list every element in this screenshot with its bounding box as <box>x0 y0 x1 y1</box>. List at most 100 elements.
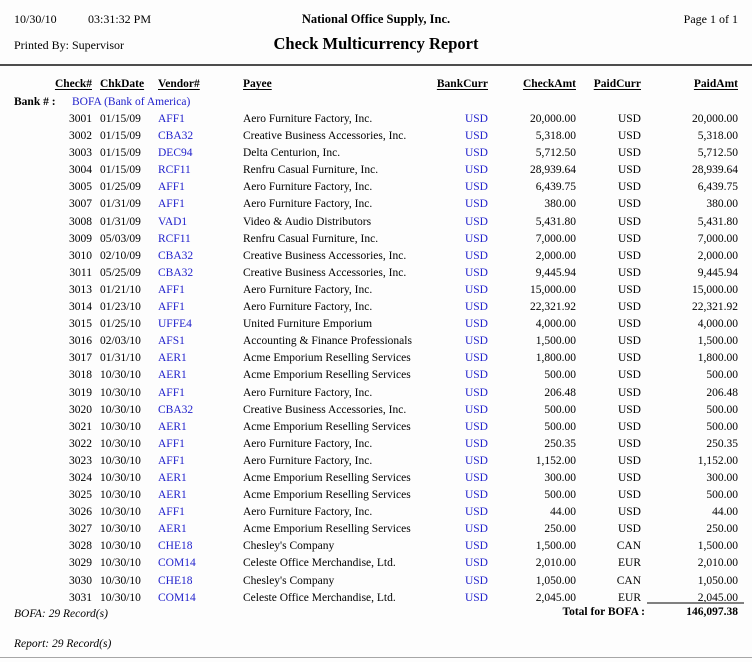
cell-paid-amt: 7,000.00 <box>697 232 738 245</box>
cell-paid-amt: 250.35 <box>706 437 738 450</box>
bank-curr-link[interactable]: USD <box>464 130 488 143</box>
vendor-link[interactable]: CHE18 <box>158 574 193 587</box>
vendor-link[interactable]: CHE18 <box>158 540 193 553</box>
vendor-link[interactable]: VAD1 <box>158 215 188 228</box>
bank-curr-link[interactable]: USD <box>464 403 488 416</box>
cell-check-amt: 2,045.00 <box>535 591 576 604</box>
bank-curr-link[interactable]: USD <box>464 506 488 519</box>
cell-paid-amt: 250.00 <box>706 523 738 536</box>
bank-curr-link[interactable]: USD <box>464 352 488 365</box>
vendor-link[interactable]: AFF1 <box>158 113 185 125</box>
bank-curr-link[interactable]: USD <box>464 181 488 194</box>
vendor-link[interactable]: CBA32 <box>158 403 194 416</box>
cell-payee: Acme Emporium Reselling Services <box>243 489 411 502</box>
bank-curr-link[interactable]: USD <box>464 557 488 570</box>
bank-curr-link[interactable]: USD <box>464 420 488 433</box>
vendor-link[interactable]: COM14 <box>158 557 196 570</box>
vendor-link[interactable]: AFF1 <box>158 198 185 211</box>
bank-curr-link[interactable]: USD <box>464 164 488 177</box>
cell-check-number: 3011 <box>69 266 92 279</box>
bank-curr-link[interactable]: USD <box>464 113 488 125</box>
cell-check-amt: 250.00 <box>544 523 576 536</box>
cell-paid-amt: 2,010.00 <box>697 557 738 570</box>
table-row: 3027 10/30/10 AER1 Acme Emporium Reselli… <box>14 523 738 540</box>
bank-curr-link[interactable]: USD <box>464 489 488 502</box>
bank-curr-link[interactable]: USD <box>464 301 488 314</box>
vendor-link[interactable]: AFF1 <box>158 437 185 450</box>
report-header-row2: Printed By: Supervisor Check Multicurren… <box>14 34 738 56</box>
bank-curr-link[interactable]: USD <box>464 437 488 450</box>
bank-curr-link[interactable]: USD <box>464 523 488 536</box>
bank-curr-link[interactable]: USD <box>464 335 488 348</box>
bank-link[interactable]: BOFA (Bank of America) <box>72 96 191 108</box>
col-header-bankcurr: BankCurr <box>436 78 488 90</box>
vendor-link[interactable]: RCF11 <box>158 164 191 177</box>
cell-paid-curr: USD <box>617 130 641 143</box>
cell-check-number: 3024 <box>69 471 92 484</box>
cell-check-number: 3002 <box>69 130 92 143</box>
table-header-row: Check# ChkDate Vendor# Payee BankCurr Ch… <box>14 78 738 96</box>
vendor-link[interactable]: AER1 <box>158 489 187 502</box>
bank-curr-link[interactable]: USD <box>464 540 488 553</box>
table-row: 3008 01/31/09 VAD1 Video & Audio Distrib… <box>14 216 738 233</box>
cell-check-amt: 15,000.00 <box>530 283 576 296</box>
col-header-chkdate: ChkDate <box>100 78 145 90</box>
cell-vendor: RCF11 <box>152 164 237 176</box>
cell-payee: Acme Emporium Reselling Services <box>243 471 411 484</box>
vendor-link[interactable]: AFF1 <box>158 181 185 194</box>
bank-curr-link[interactable]: USD <box>464 574 488 587</box>
vendor-link[interactable]: AER1 <box>158 369 187 382</box>
vendor-link[interactable]: AER1 <box>158 523 187 536</box>
bank-curr-link[interactable]: USD <box>464 471 488 484</box>
vendor-link[interactable]: AER1 <box>158 471 187 484</box>
bank-curr-link[interactable]: USD <box>464 591 488 604</box>
vendor-link[interactable]: CBA32 <box>158 130 194 143</box>
bank-curr-link[interactable]: USD <box>464 386 488 399</box>
vendor-link[interactable]: AER1 <box>158 352 187 365</box>
header-divider <box>0 64 752 66</box>
vendor-link[interactable]: AFF1 <box>158 454 185 467</box>
cell-check-date: 10/30/10 <box>100 574 141 587</box>
bank-curr-link[interactable]: USD <box>464 147 488 160</box>
bank-curr-link[interactable]: USD <box>464 215 488 228</box>
bank-curr-link[interactable]: USD <box>464 266 488 279</box>
cell-paid-curr: EUR <box>618 591 641 604</box>
cell-check-number: 3008 <box>69 215 92 228</box>
vendor-link[interactable]: UFFE4 <box>158 318 192 331</box>
cell-vendor: AFF1 <box>152 438 237 450</box>
cell-vendor: AFF1 <box>152 284 237 296</box>
cell-paid-curr: USD <box>617 420 641 433</box>
bank-curr-link[interactable]: USD <box>464 198 488 211</box>
bank-curr-link[interactable]: USD <box>464 454 488 467</box>
vendor-link[interactable]: CBA32 <box>158 249 194 262</box>
cell-bank-curr: USD <box>430 216 488 228</box>
cell-check-amt: 2,000.00 <box>535 249 576 262</box>
bank-curr-link[interactable]: USD <box>464 232 488 245</box>
vendor-link[interactable]: AFF1 <box>158 283 185 296</box>
vendor-link[interactable]: AFS1 <box>158 335 185 348</box>
vendor-link[interactable]: RCF11 <box>158 232 191 245</box>
bank-curr-link[interactable]: USD <box>464 283 488 296</box>
cell-paid-amt: 22,321.92 <box>692 301 738 314</box>
col-header-paidamt: PaidAmt <box>693 78 738 90</box>
cell-bank-curr: USD <box>430 147 488 159</box>
vendor-link[interactable]: AER1 <box>158 420 187 433</box>
bank-curr-link[interactable]: USD <box>464 318 488 331</box>
cell-vendor: COM14 <box>152 557 237 569</box>
cell-check-number: 3005 <box>69 181 92 194</box>
cell-payee: Chesley's Company <box>243 574 335 587</box>
table-row: 3007 01/31/09 AFF1 Aero Furniture Factor… <box>14 198 738 215</box>
vendor-link[interactable]: DEC94 <box>158 147 193 160</box>
vendor-link[interactable]: COM14 <box>158 591 196 604</box>
cell-check-number: 3004 <box>69 164 92 177</box>
cell-paid-amt: 2,000.00 <box>697 249 738 262</box>
vendor-link[interactable]: AFF1 <box>158 506 185 519</box>
cell-bank-curr: USD <box>430 506 488 518</box>
vendor-link[interactable]: AFF1 <box>158 301 185 314</box>
cell-paid-amt: 300.00 <box>706 471 738 484</box>
vendor-link[interactable]: AFF1 <box>158 386 185 399</box>
bank-curr-link[interactable]: USD <box>464 249 488 262</box>
vendor-link[interactable]: CBA32 <box>158 266 194 279</box>
bank-curr-link[interactable]: USD <box>464 369 488 382</box>
cell-vendor: CBA32 <box>152 267 237 279</box>
